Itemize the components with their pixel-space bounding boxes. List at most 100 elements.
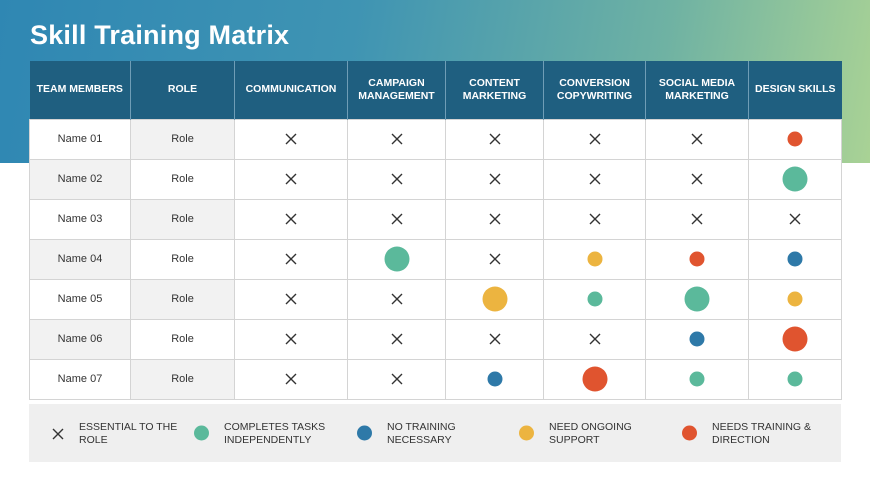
skill-cell xyxy=(347,158,446,200)
table-row: Name 01 Role xyxy=(29,118,842,160)
member-name-cell: Name 04 xyxy=(29,238,131,280)
member-name-cell: Name 02 xyxy=(29,158,131,200)
member-name-cell: Name 05 xyxy=(29,278,131,320)
role-cell: Role xyxy=(130,318,235,360)
skill-cell xyxy=(445,198,544,240)
red-dot-icon xyxy=(787,131,803,147)
member-name-cell: Name 03 xyxy=(29,198,131,240)
green-dot-icon xyxy=(684,286,710,312)
x-mark-icon xyxy=(691,213,703,225)
x-mark-icon xyxy=(285,173,297,185)
member-name-cell: Name 07 xyxy=(29,358,131,400)
skill-cell xyxy=(445,278,544,320)
x-mark-icon xyxy=(391,333,403,345)
member-name-cell: Name 06 xyxy=(29,318,131,360)
skill-cell xyxy=(445,238,544,280)
role-cell: Role xyxy=(130,198,235,240)
skill-cell xyxy=(347,238,446,280)
skill-cell xyxy=(748,278,842,320)
x-mark-icon xyxy=(391,173,403,185)
green-dot-icon xyxy=(689,371,705,387)
red-dot-icon xyxy=(682,425,697,441)
table-row: Name 05 Role xyxy=(29,278,842,320)
skill-cell xyxy=(748,158,842,200)
skill-cell xyxy=(645,318,749,360)
skill-cell xyxy=(543,118,646,160)
skill-cell xyxy=(543,238,646,280)
red-dot-icon xyxy=(582,366,607,392)
table-row: Name 03 Role xyxy=(29,198,842,240)
yellow-dot-icon xyxy=(519,425,534,441)
skill-cell xyxy=(234,158,348,200)
x-mark-icon xyxy=(789,213,801,225)
column-header-communication: COMMUNICATION xyxy=(234,61,348,119)
column-header-conversion-copywriting: CONVERSION COPYWRITING xyxy=(543,61,646,119)
x-mark-icon xyxy=(391,373,403,385)
role-cell: Role xyxy=(130,238,235,280)
column-header-campaign-management: CAMPAIGN MANAGEMENT xyxy=(347,61,446,119)
skill-cell xyxy=(645,358,749,400)
skill-cell xyxy=(234,238,348,280)
x-mark-icon xyxy=(489,213,501,225)
x-mark-icon xyxy=(489,133,501,145)
green-dot-icon xyxy=(194,425,209,441)
legend-label: COMPLETES TASKS INDEPENDENTLY xyxy=(224,421,326,446)
yellow-dot-icon xyxy=(787,291,803,307)
skill-cell xyxy=(445,358,544,400)
skill-cell xyxy=(645,198,749,240)
page-title: Skill Training Matrix xyxy=(30,20,290,50)
legend: ESSENTIAL TO THE ROLE COMPLETES TASKS IND… xyxy=(29,404,841,462)
skill-cell xyxy=(234,278,348,320)
skill-cell xyxy=(445,118,544,160)
x-mark-icon xyxy=(52,427,64,440)
column-header-content-marketing: CONTENT MARKETING xyxy=(445,61,544,119)
table-row: Name 02 Role xyxy=(29,158,842,200)
x-mark-icon xyxy=(589,213,601,225)
legend-label: NEED ONGOING SUPPORT xyxy=(549,421,632,446)
x-mark-icon xyxy=(391,213,403,225)
skill-cell xyxy=(748,358,842,400)
x-mark-icon xyxy=(589,333,601,345)
skill-cell xyxy=(347,198,446,240)
blue-dot-icon xyxy=(689,331,705,347)
skill-cell xyxy=(234,198,348,240)
skill-cell xyxy=(543,358,646,400)
x-mark-icon xyxy=(589,133,601,145)
legend-label: NO TRAINING NECESSARY xyxy=(387,421,456,446)
legend-label: ESSENTIAL TO THE ROLE xyxy=(79,421,178,446)
x-mark-icon xyxy=(391,133,403,145)
yellow-dot-icon xyxy=(482,286,507,312)
skill-cell xyxy=(543,278,646,320)
blue-dot-icon xyxy=(787,251,803,267)
role-cell: Role xyxy=(130,278,235,320)
yellow-dot-icon xyxy=(587,251,602,267)
skill-cell xyxy=(748,198,842,240)
table-row: Name 06 Role xyxy=(29,318,842,360)
role-cell: Role xyxy=(130,358,235,400)
skill-cell xyxy=(645,278,749,320)
x-mark-icon xyxy=(391,293,403,305)
table-row: Name 07 Role xyxy=(29,358,842,400)
column-header-design-skills: DESIGN SKILLS xyxy=(748,61,842,119)
member-name-cell: Name 01 xyxy=(29,118,131,160)
blue-dot-icon xyxy=(357,425,372,441)
skill-cell xyxy=(347,118,446,160)
skill-cell xyxy=(748,118,842,160)
legend-label: NEEDS TRAINING & DIRECTION xyxy=(712,421,811,446)
green-dot-icon xyxy=(782,166,808,192)
x-mark-icon xyxy=(589,173,601,185)
skill-cell xyxy=(645,118,749,160)
x-mark-icon xyxy=(691,133,703,145)
x-mark-icon xyxy=(285,373,297,385)
skill-matrix-table: TEAM MEMBERS ROLE COMMUNICATION CAMPAIGN… xyxy=(29,61,842,400)
skill-cell xyxy=(748,318,842,360)
blue-dot-icon xyxy=(487,371,502,387)
skill-cell xyxy=(543,198,646,240)
skill-cell xyxy=(543,158,646,200)
x-mark-icon xyxy=(285,213,297,225)
skill-cell xyxy=(645,238,749,280)
x-mark-icon xyxy=(489,333,501,345)
skill-cell xyxy=(234,118,348,160)
red-dot-icon xyxy=(782,326,808,352)
role-cell: Role xyxy=(130,118,235,160)
